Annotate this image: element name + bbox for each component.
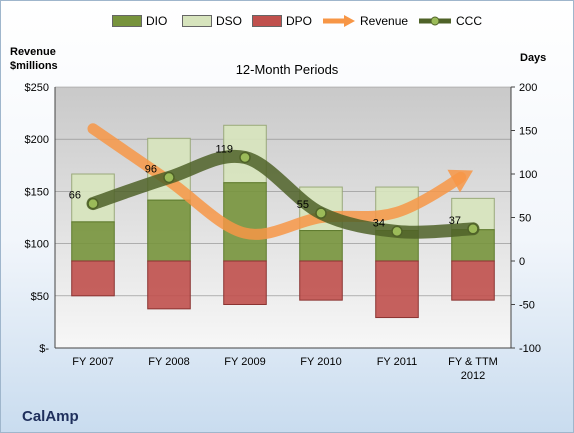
plot-area <box>55 87 511 348</box>
legend-label-dso: DSO <box>216 14 243 28</box>
bar-dio <box>299 230 343 262</box>
company-name: CalAmp <box>22 408 79 425</box>
x-tick-label: FY 2009 <box>224 356 265 368</box>
legend-item-dpo: DPO <box>252 14 312 28</box>
y-right-tick-label: 0 <box>519 256 525 268</box>
legend-arrow-revenue <box>323 15 355 27</box>
ccc-point <box>315 207 327 219</box>
legend-item-dio: DIO <box>112 14 167 28</box>
y-right-tick-label: -50 <box>519 300 535 312</box>
ccc-data-label: 96 <box>145 163 157 175</box>
legend-label-revenue: Revenue <box>360 14 409 28</box>
bar-dpo <box>451 260 495 301</box>
ccc-data-label: 66 <box>69 190 81 202</box>
ccc-data-label: 119 <box>215 143 233 155</box>
x-tick-label: 2012 <box>461 370 485 382</box>
ccc-data-label: 55 <box>297 199 309 211</box>
x-tick-label: FY & TTM <box>448 356 498 368</box>
legend-line-ccc <box>419 16 451 26</box>
bar-dio <box>147 199 191 262</box>
y-axis-right-title: Days <box>520 52 547 64</box>
legend-label-ccc: CCC <box>456 14 482 28</box>
bar-dpo <box>147 260 191 310</box>
x-tick-label: FY 2007 <box>72 356 113 368</box>
bar-dpo <box>299 260 343 301</box>
bar-dpo <box>223 260 267 305</box>
chart-title: 12-Month Periods <box>235 62 339 77</box>
y-left-tick-label: $- <box>39 343 49 355</box>
y-axis-left-title: Revenue $millions <box>10 45 58 73</box>
bar-dio <box>71 221 115 262</box>
y-left-tick-label: $150 <box>25 186 49 198</box>
y-axis-left-title-line2: $millions <box>10 60 58 72</box>
ccc-point <box>391 225 403 238</box>
x-tick-label: FY 2011 <box>377 356 418 368</box>
y-right-tick-label: 100 <box>519 169 537 181</box>
x-tick-label: FY 2008 <box>148 356 189 368</box>
legend: DIO DSO DPO Revenue CCC <box>112 14 532 32</box>
revenue-line <box>87 123 467 240</box>
ccc-point <box>87 197 99 210</box>
legend-swatch-dso <box>182 15 212 27</box>
y-left-tick-label: $100 <box>25 239 49 251</box>
legend-swatch-dpo <box>252 15 282 27</box>
bar-dpo <box>375 260 419 319</box>
legend-label-dpo: DPO <box>286 14 313 28</box>
legend-item-revenue: Revenue <box>322 14 408 28</box>
ccc-point <box>467 223 479 235</box>
y-left-tick-label: $200 <box>25 134 49 146</box>
ccc-data-label: 34 <box>373 217 385 229</box>
revenue-arrowhead <box>447 169 473 193</box>
ccc-point <box>163 171 175 184</box>
y-right-tick-label: 200 <box>519 82 537 94</box>
ccc-point <box>239 151 251 164</box>
y-right-tick-label: 150 <box>519 126 537 138</box>
y-left-tick-label: $50 <box>31 291 49 303</box>
y-right-tick-label: -100 <box>519 343 541 355</box>
legend-swatch-dio <box>112 15 142 27</box>
ccc-data-label: 37 <box>449 215 461 227</box>
bar-dpo <box>71 260 115 297</box>
legend-item-ccc: CCC <box>418 14 482 28</box>
legend-label-dio: DIO <box>146 14 168 28</box>
y-axis-left-title-line1: Revenue <box>10 46 56 58</box>
y-right-tick-label: 50 <box>519 213 531 225</box>
y-left-tick-label: $250 <box>25 82 49 94</box>
legend-item-dso: DSO <box>182 14 242 28</box>
x-tick-label: FY 2010 <box>300 356 341 368</box>
